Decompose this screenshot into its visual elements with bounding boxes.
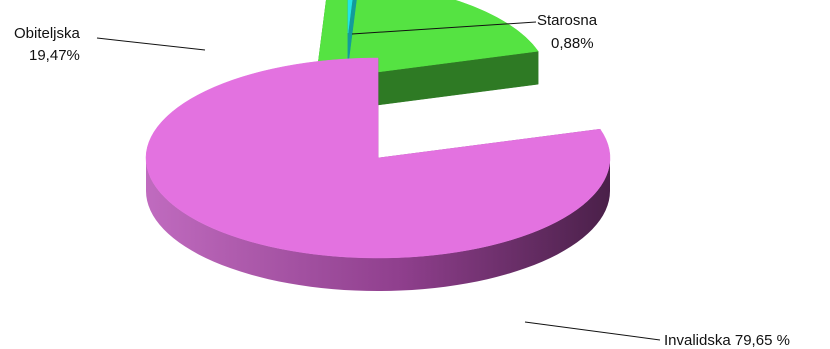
obiteljska-label: Obiteljska — [14, 25, 81, 42]
slice-starosna — [347, 0, 357, 67]
slice-invalidska — [145, 57, 611, 291]
obiteljska-value-label: 19,47% — [29, 47, 80, 64]
invalidska-label: Invalidska 79,65 % — [664, 332, 790, 349]
slice-starosna-wall-1 — [347, 0, 357, 67]
obiteljska-leader-line — [96, 37, 206, 51]
starosna-label: Starosna — [537, 12, 598, 29]
starosna-leader-line — [351, 21, 537, 35]
slice-invalidska-top — [145, 57, 611, 259]
invalidska-leader-line — [524, 321, 661, 341]
starosna-value-label: 0,88% — [551, 35, 594, 52]
slice-invalidska-side-0 — [146, 158, 610, 291]
slice-starosna-top — [347, 0, 353, 34]
pie-slices — [145, 0, 611, 291]
